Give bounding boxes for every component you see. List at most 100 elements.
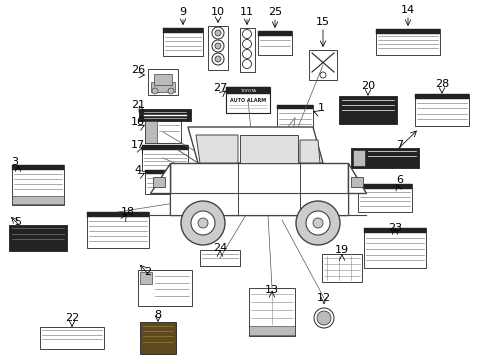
Text: 2: 2 <box>144 267 151 277</box>
Circle shape <box>242 40 251 49</box>
Bar <box>153 177 164 187</box>
Bar <box>375 29 439 34</box>
Circle shape <box>295 201 339 245</box>
Text: 15: 15 <box>315 17 329 27</box>
Text: 20: 20 <box>360 81 374 91</box>
Bar <box>414 94 468 99</box>
Bar <box>276 105 312 109</box>
Text: 27: 27 <box>212 83 226 93</box>
Circle shape <box>168 88 174 94</box>
Circle shape <box>305 211 329 235</box>
Text: 23: 23 <box>387 223 401 233</box>
Text: 7: 7 <box>396 140 403 150</box>
Bar <box>145 121 157 143</box>
Bar <box>145 121 181 143</box>
Bar <box>363 228 425 233</box>
Polygon shape <box>347 163 365 193</box>
Circle shape <box>212 27 224 39</box>
Text: 17: 17 <box>131 140 145 150</box>
Circle shape <box>191 211 215 235</box>
Bar <box>12 196 64 204</box>
Bar <box>142 145 187 171</box>
Bar <box>148 69 178 95</box>
Bar <box>154 74 172 85</box>
Bar <box>163 28 203 56</box>
Circle shape <box>242 30 251 39</box>
Bar <box>276 105 312 131</box>
Circle shape <box>215 56 221 62</box>
Bar <box>140 322 176 354</box>
Bar <box>142 145 187 150</box>
Circle shape <box>212 53 224 65</box>
Text: 1: 1 <box>317 103 324 113</box>
Bar <box>350 148 418 168</box>
Text: 13: 13 <box>264 285 279 295</box>
Bar <box>170 193 347 215</box>
Bar <box>258 31 291 36</box>
Bar <box>357 184 411 189</box>
Circle shape <box>313 308 333 328</box>
Bar <box>258 31 291 55</box>
Bar <box>139 109 191 121</box>
Text: 8: 8 <box>154 310 161 320</box>
Bar <box>138 270 192 306</box>
Text: 11: 11 <box>240 7 253 17</box>
Text: 14: 14 <box>400 5 414 15</box>
Polygon shape <box>240 135 297 163</box>
Text: 9: 9 <box>179 7 186 17</box>
Bar <box>338 96 396 124</box>
Bar <box>225 87 269 113</box>
Polygon shape <box>196 135 238 163</box>
Bar <box>308 50 336 80</box>
Circle shape <box>181 201 224 245</box>
Bar <box>163 28 203 33</box>
Text: 4: 4 <box>134 165 141 175</box>
Bar <box>207 26 227 70</box>
Bar <box>414 94 468 126</box>
Text: 21: 21 <box>131 100 145 110</box>
Circle shape <box>242 59 251 68</box>
Text: TOYOTA: TOYOTA <box>240 89 256 93</box>
Circle shape <box>212 40 224 52</box>
Polygon shape <box>299 140 319 163</box>
Polygon shape <box>150 163 170 193</box>
Circle shape <box>215 43 221 49</box>
Circle shape <box>319 72 325 78</box>
Bar <box>40 327 104 349</box>
Bar <box>357 184 411 212</box>
Text: 22: 22 <box>65 313 79 323</box>
Bar <box>145 170 184 174</box>
Polygon shape <box>187 127 323 163</box>
Bar <box>9 225 67 251</box>
Bar <box>87 212 149 248</box>
Bar <box>145 170 184 194</box>
Circle shape <box>215 30 221 36</box>
Text: 12: 12 <box>316 293 330 303</box>
Bar <box>321 254 361 282</box>
Bar <box>248 288 294 336</box>
Text: 6: 6 <box>396 175 403 185</box>
Text: 18: 18 <box>121 207 135 217</box>
Bar <box>140 272 152 284</box>
Text: 26: 26 <box>131 65 145 75</box>
Bar <box>225 87 269 94</box>
Bar <box>12 165 64 205</box>
Bar <box>375 29 439 55</box>
Text: 10: 10 <box>210 7 224 17</box>
Bar <box>350 177 362 187</box>
Circle shape <box>316 311 330 325</box>
Text: 16: 16 <box>131 117 145 127</box>
Circle shape <box>242 49 251 58</box>
Circle shape <box>152 88 158 94</box>
Bar <box>363 228 425 268</box>
Bar <box>200 250 240 266</box>
Bar <box>248 326 294 335</box>
Circle shape <box>312 218 323 228</box>
Bar <box>87 212 149 217</box>
Text: 19: 19 <box>334 245 348 255</box>
Bar <box>12 165 64 170</box>
Bar <box>352 150 364 166</box>
Text: 25: 25 <box>267 7 282 17</box>
Bar <box>151 82 175 92</box>
Text: 3: 3 <box>12 157 19 167</box>
